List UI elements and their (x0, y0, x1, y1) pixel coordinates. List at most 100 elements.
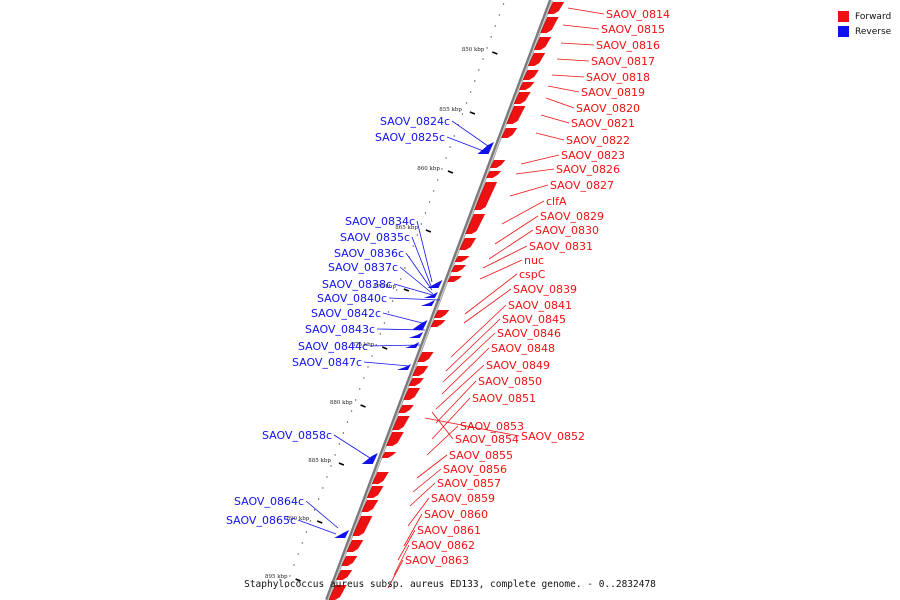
forward-label-leader (479, 259, 523, 280)
forward-gene-edge (430, 319, 435, 328)
scale-dot (301, 542, 303, 544)
reverse-gene (411, 320, 428, 330)
forward-gene-edge (408, 377, 414, 387)
scale-dot (342, 432, 345, 434)
forward-label-leader (431, 411, 454, 440)
scale-dot (486, 47, 488, 49)
forward-gene-label: SAOV_0817 (591, 55, 655, 68)
forward-gene-label: nuc (524, 254, 544, 267)
reverse-label-leader (405, 252, 433, 291)
forward-gene-edge (341, 555, 347, 567)
scale-dot (441, 168, 443, 170)
scale-dot (428, 201, 431, 203)
reverse-gene (477, 142, 494, 154)
reverse-label-leader (376, 328, 426, 331)
reverse-gene-label: SAOV_0837c (328, 261, 398, 274)
scale-dot (396, 289, 398, 291)
scale-dot (318, 498, 320, 500)
label-leaders (297, 7, 605, 589)
tick-label: 875 kbp (352, 342, 375, 348)
reverse-label-leader (411, 236, 432, 287)
forward-gene-edge (352, 515, 362, 537)
forward-gene (447, 276, 462, 282)
scale-dot (346, 421, 349, 423)
scale-dot (404, 267, 406, 269)
forward-label-leader (407, 497, 430, 527)
forward-gene-edge (474, 181, 487, 211)
scale-dot (502, 3, 505, 5)
forward-gene-label: clfA (546, 195, 567, 208)
forward-label-leader (540, 114, 570, 124)
forward-label-leader (431, 397, 471, 440)
scale-dot (297, 553, 299, 555)
tick-label: 850 kbp (462, 47, 485, 53)
scale-dot (293, 564, 295, 566)
forward-gene-label: SAOV_0855 (449, 449, 513, 462)
forward-label-leader (535, 132, 565, 141)
gene-features (328, 1, 565, 600)
forward-gene-label: SAOV_0815 (601, 23, 665, 36)
forward-label-leader (387, 559, 404, 589)
forward-label-leader (450, 304, 507, 358)
forward-label-leader (562, 24, 600, 30)
forward-label-leader (488, 229, 534, 260)
scale-dot (350, 410, 353, 412)
tick-mark (403, 288, 410, 292)
forward-label-leader (412, 468, 442, 493)
scale-dot (424, 212, 427, 214)
forward-label-leader (547, 85, 580, 93)
forward-gene-edge (372, 471, 379, 485)
reverse-label-leader (416, 220, 433, 283)
reverse-gene (408, 332, 424, 338)
forward-gene-label: SAOV_0849 (486, 359, 550, 372)
scale-dot (391, 300, 394, 302)
forward-gene-edge (336, 569, 342, 581)
reverse-label-leader (451, 120, 489, 147)
forward-gene-label: SAOV_0856 (443, 463, 507, 476)
forward-gene-edge (346, 539, 353, 553)
forward-gene (523, 70, 539, 80)
forward-gene-edge (398, 404, 404, 414)
scale-dot (285, 586, 287, 588)
scale-dot (400, 278, 402, 280)
forward-gene (352, 516, 373, 536)
forward-gene-label: SAOV_0850 (478, 375, 542, 388)
forward-gene (329, 585, 347, 600)
forward-gene (392, 416, 410, 430)
tick-mark (492, 51, 498, 55)
forward-gene (534, 37, 552, 50)
forward-gene-edge (328, 584, 336, 600)
forward-gene (451, 265, 467, 272)
forward-gene (474, 182, 498, 210)
scale-dot (334, 454, 336, 456)
forward-gene-label: SAOV_0816 (596, 39, 660, 52)
scale-dot (490, 36, 492, 38)
reverse-gene-label: SAOV_0835c (340, 231, 410, 244)
reverse-gene (427, 280, 443, 288)
reverse-gene-label: SAOV_0842c (311, 307, 381, 320)
forward-gene-edge (386, 431, 393, 447)
forward-gene (528, 53, 546, 66)
reverse-label-leader (363, 361, 410, 367)
scale-dot (379, 333, 382, 335)
forward-gene (386, 432, 404, 446)
reverse-gene (334, 530, 350, 538)
forward-gene-label: SAOV_0829 (540, 210, 604, 223)
legend: Forward Reverse (838, 9, 891, 39)
scale-dot (412, 245, 414, 247)
reverse-label-leader (382, 312, 427, 325)
forward-label-leader (397, 529, 416, 561)
forward-gene-label: cspC (519, 268, 546, 281)
legend-reverse-label: Reverse (855, 26, 892, 37)
tick-label: 865 kbp (395, 225, 418, 231)
forward-label-leader (560, 42, 595, 46)
tick-label: 895 kbp (265, 574, 288, 580)
scale-dot (461, 113, 464, 115)
scale-dot (498, 14, 501, 16)
reverse-gene (420, 300, 435, 306)
forward-gene-edge (392, 415, 399, 431)
forward-gene (382, 452, 397, 458)
forward-label-leader (416, 454, 448, 479)
forward-label-leader (435, 364, 485, 410)
scale-dot (313, 509, 316, 511)
